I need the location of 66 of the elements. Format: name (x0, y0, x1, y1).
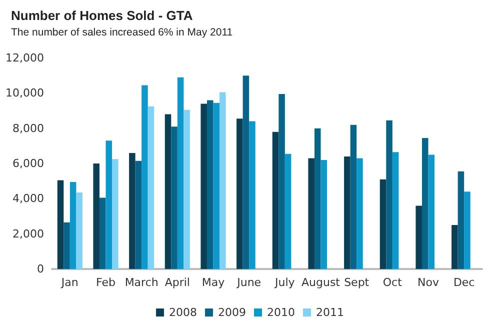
legend-label: 2008 (169, 306, 198, 319)
bar (129, 152, 136, 269)
bar (458, 171, 464, 269)
bar (106, 140, 112, 269)
bar (112, 159, 118, 269)
y-tick-label: 0 (37, 262, 44, 276)
y-tick-label: 8,000 (12, 122, 44, 135)
bar (220, 92, 226, 269)
bar (428, 154, 435, 269)
bar (320, 160, 328, 269)
x-tick-label: Jan (60, 276, 78, 289)
bar (464, 192, 470, 269)
bar (64, 222, 70, 269)
bar (93, 164, 100, 269)
bar (308, 158, 314, 269)
bar (206, 100, 214, 269)
bar (184, 110, 190, 269)
bar (76, 192, 82, 269)
y-tick-label: 2,000 (12, 227, 44, 240)
x-tick-label: August (302, 276, 341, 289)
y-tick-label: 4,000 (12, 192, 44, 206)
bar (278, 94, 285, 269)
bar (57, 180, 64, 269)
bar (422, 138, 428, 269)
bar (272, 132, 279, 269)
chart-subtitle: The number of sales increased 6% in May 2011 (11, 26, 233, 38)
x-tick-label: Nov (418, 276, 440, 289)
bar (452, 225, 458, 269)
x-tick-label: Sept (344, 276, 370, 289)
y-tick-label: 6,000 (12, 157, 44, 170)
bar (135, 160, 142, 269)
legend-label: 2011 (316, 306, 344, 319)
legend-label: 2010 (267, 306, 295, 319)
bar (242, 76, 250, 269)
bar (356, 158, 363, 269)
bar (314, 128, 321, 269)
chart-title: Number of Homes Sold - GTA (11, 8, 194, 23)
bar (213, 102, 220, 269)
bar (236, 118, 243, 269)
legend-label: 2009 (218, 306, 246, 319)
x-tick-label: April (164, 276, 190, 289)
bar (392, 152, 399, 269)
y-tick-label: 10,000 (6, 86, 44, 100)
y-tick-label: 12,000 (6, 52, 44, 64)
bar (142, 85, 148, 269)
x-tick-label: Dec (453, 276, 475, 289)
bar (284, 154, 292, 269)
bar (350, 124, 357, 269)
bar (164, 114, 172, 269)
bar (177, 77, 184, 269)
bar (380, 179, 386, 269)
x-tick-label: July (274, 276, 296, 289)
bar (249, 121, 256, 269)
x-tick-label: May (202, 276, 226, 289)
bar (416, 206, 422, 269)
x-tick-label: Oct (382, 276, 403, 289)
bar (386, 120, 392, 269)
bar (200, 104, 207, 269)
x-tick-label: Feb (96, 276, 116, 289)
bar (99, 198, 106, 269)
x-tick-label: June (236, 276, 262, 289)
x-tick-label: March (124, 276, 158, 289)
bar (171, 126, 178, 269)
bar (70, 182, 76, 269)
bar (148, 106, 154, 269)
bar (344, 156, 350, 269)
